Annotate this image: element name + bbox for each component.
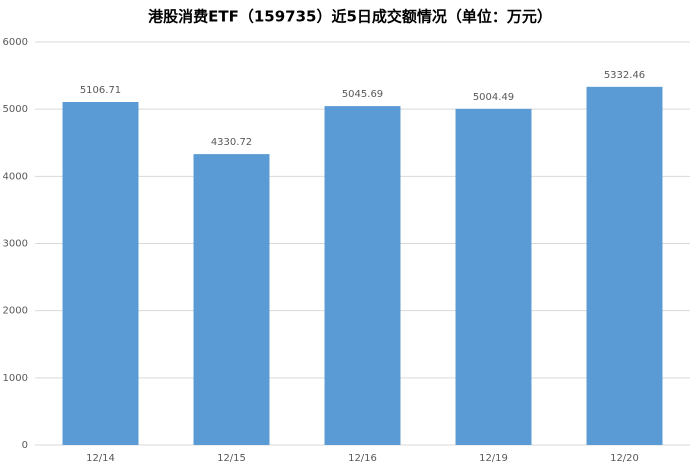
x-tick-label: 12/20 [610, 453, 639, 464]
bar [586, 86, 663, 446]
data-label: 5106.71 [80, 85, 121, 96]
data-label: 5045.69 [342, 89, 383, 100]
data-label: 4330.72 [211, 137, 252, 148]
y-tick-label: 6000 [3, 37, 28, 48]
x-tick-label: 12/19 [479, 453, 508, 464]
x-tick-label: 12/15 [217, 453, 246, 464]
y-tick-label: 5000 [3, 104, 28, 115]
x-tick-label: 12/14 [86, 453, 115, 464]
y-tick-label: 2000 [3, 306, 28, 317]
chart-title: 港股消费ETF（159735）近5日成交额情况（单位：万元） [148, 8, 552, 26]
bar [62, 101, 139, 445]
x-tick-label: 12/16 [348, 453, 377, 464]
y-tick-label: 4000 [3, 171, 28, 182]
y-tick-label: 0 [22, 440, 28, 451]
y-tick-label: 3000 [3, 239, 28, 250]
bar [455, 108, 532, 446]
y-tick-label: 1000 [3, 373, 28, 384]
data-label: 5332.46 [604, 70, 645, 81]
bar [324, 106, 401, 445]
bar [193, 154, 270, 445]
data-label: 5004.49 [473, 92, 514, 103]
